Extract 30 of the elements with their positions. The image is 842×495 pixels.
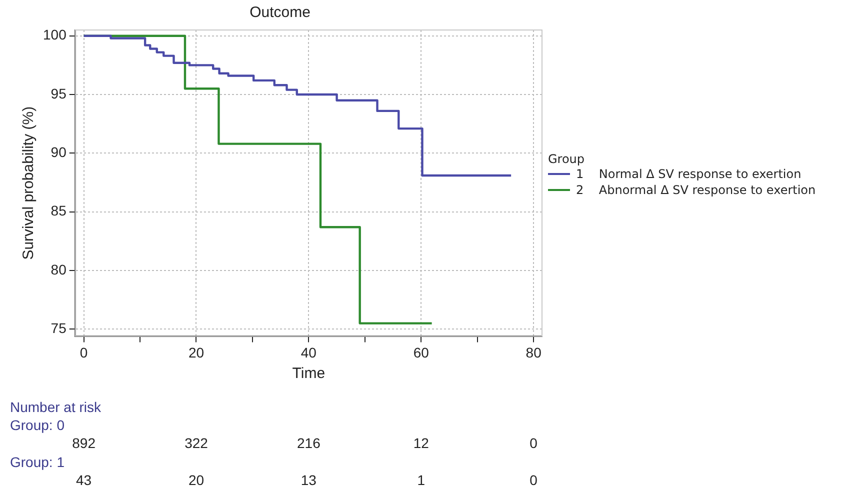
- y-tick-label: 90: [50, 144, 67, 160]
- legend-label: 1 Normal Δ SV response to exertion: [576, 167, 802, 181]
- text: 43: [76, 472, 92, 488]
- x-tick-label: 40: [300, 344, 317, 360]
- text: 20: [188, 472, 204, 488]
- legend-title: Group: [548, 152, 586, 166]
- text: 892: [72, 434, 96, 451]
- legend-label: 2 Abnormal Δ SV response to exertion: [576, 183, 816, 197]
- y-tick-label: 100: [43, 26, 67, 43]
- text: Group: 1: [10, 454, 65, 470]
- y-axis-title: Survival probability (%): [20, 106, 38, 260]
- text: 0: [530, 434, 538, 451]
- x-tick-label: 80: [526, 344, 542, 360]
- y-tick-label: 80: [50, 261, 67, 278]
- chart-title: Outcome: [250, 4, 310, 22]
- text: 216: [297, 434, 321, 451]
- y-tick-label: 75: [50, 320, 67, 336]
- text: Group: 0: [10, 416, 65, 433]
- x-tick-label: 20: [188, 344, 204, 360]
- x-tick-label: 0: [80, 344, 88, 360]
- x-axis-title: Time: [292, 365, 326, 382]
- text: 0: [530, 472, 538, 488]
- text: 12: [413, 434, 430, 451]
- y-tick-label: 95: [50, 85, 67, 102]
- text: 13: [300, 472, 317, 488]
- y-tick-label: 85: [50, 202, 67, 219]
- x-tick-label: 60: [413, 344, 430, 360]
- text: 322: [184, 434, 208, 451]
- text: 1: [417, 472, 426, 488]
- text: Number at risk: [10, 398, 102, 415]
